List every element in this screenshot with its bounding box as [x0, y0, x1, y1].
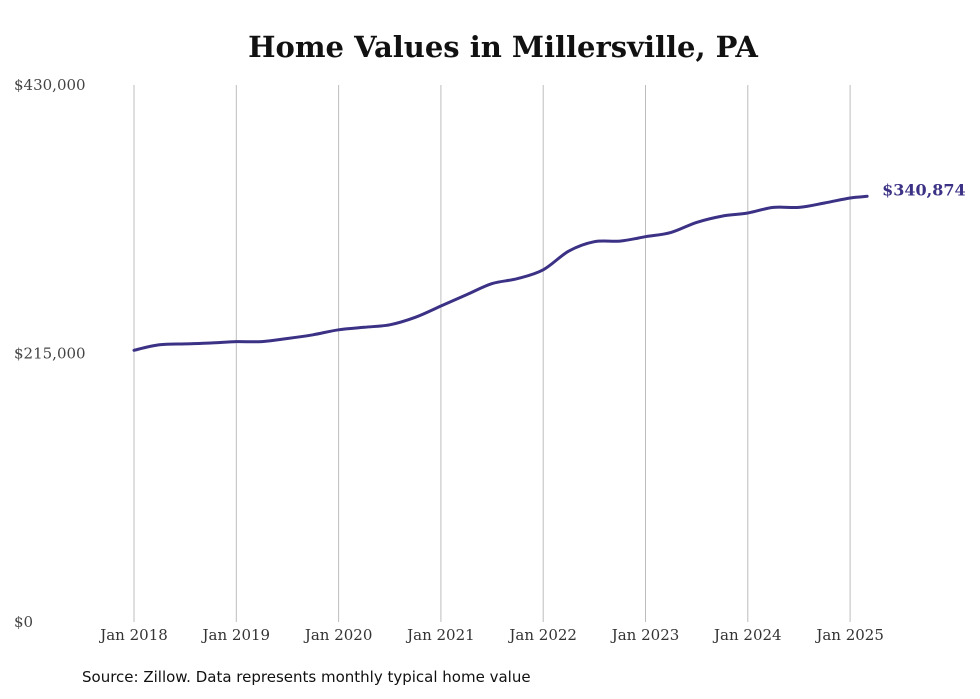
x-tick-label: Jan 2020 [303, 626, 373, 644]
y-axis: $0 $215,000 $430,000 [14, 76, 86, 631]
x-tick-label: Jan 2018 [98, 626, 168, 644]
y-tick-label: $0 [14, 613, 33, 631]
x-tick-label: Jan 2024 [712, 626, 782, 644]
gridlines [133, 85, 851, 622]
y-tick-label: $430,000 [14, 76, 86, 94]
source-note: Source: Zillow. Data represents monthly … [82, 668, 531, 686]
series-line [132, 194, 869, 352]
x-tick-label: Jan 2025 [814, 626, 884, 644]
y-tick-label: $215,000 [14, 345, 86, 363]
x-tick-label: Jan 2022 [507, 626, 577, 644]
x-tick-label: Jan 2023 [610, 626, 680, 644]
end-value-label: $340,874 [882, 180, 966, 199]
chart-title: Home Values in Millersville, PA [248, 30, 758, 64]
x-axis: Jan 2018 Jan 2019 Jan 2020 Jan 2021 Jan 2022… [98, 626, 884, 644]
x-tick-label: Jan 2019 [201, 626, 271, 644]
x-tick-label: Jan 2021 [405, 626, 475, 644]
